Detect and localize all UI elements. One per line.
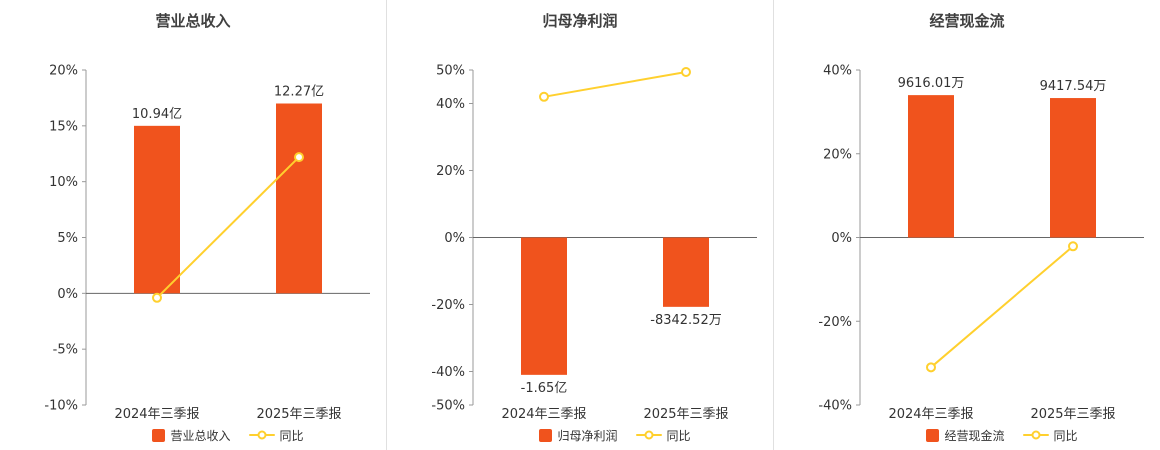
bar [521,237,567,375]
y-tick-label: 15% [49,119,78,134]
y-tick-label: 40% [823,64,852,79]
y-tick-label: -20% [818,315,852,330]
legend-line-label: 同比 [279,428,304,443]
chart-panel-net-profit: 归母净利润 50% 40% 20% 0% -20% -40% -50% -1.65亿 -8342… [387,0,774,450]
bar [663,237,709,307]
y-tick-label: -40% [431,365,465,380]
y-tick-label: 20% [436,164,465,179]
bar-value-label: 9417.54万 [1040,79,1107,94]
x-category-label: 2025年三季报 [256,407,341,420]
x-category-label: 2024年三季报 [888,407,973,420]
chart-panel-revenue: 营业总收入 20% 15% 10% 5% 0% -5% -10% 10.94亿 12.27亿 20… [0,0,387,450]
chart-panel-cash-flow: 经营现金流 40% 20% 0% -20% -40% 9616.01万 9417.54万 20… [774,0,1160,450]
legend-line-label: 同比 [666,428,691,443]
legend-item-line-series[interactable]: 同比 [635,427,691,444]
line-marker [539,91,549,102]
line-series [543,71,687,98]
chart-plot-net-profit: 50% 40% 20% 0% -20% -40% -50% -1.65亿 -8342.52万 20… [431,64,757,420]
x-category-label: 2024年三季报 [114,407,199,420]
y-tick-label: -40% [818,399,852,414]
bar-value-label: -1.65亿 [521,381,568,396]
legend-bar-label: 经营现金流 [944,428,1005,443]
legend-bar-label: 归母净利润 [557,428,618,443]
line-series-marker-icon [635,430,662,441]
legend-item-bar-series[interactable]: 经营现金流 [926,427,1005,444]
bar-series-swatch [926,428,940,442]
chart-legend-net-profit: 归母净利润 同比 [387,420,773,450]
bar [908,95,954,238]
line-marker [681,67,691,78]
chart-title-cash-flow: 经营现金流 [929,11,1005,30]
chart-title-revenue: 营业总收入 [155,11,231,30]
legend-line-label: 同比 [1053,428,1078,443]
y-tick-label: -20% [431,298,465,313]
chart-legend-cash-flow: 经营现金流 同比 [774,420,1160,450]
line-series-marker-icon [248,430,275,441]
y-tick-label: 20% [49,64,78,79]
legend-item-bar-series[interactable]: 营业总收入 [152,427,231,444]
legend-item-bar-series[interactable]: 归母净利润 [539,427,618,444]
bar-value-label: 9616.01万 [898,76,965,91]
bar-series-swatch [539,428,553,442]
bar [134,125,180,294]
x-category-label: 2024年三季报 [501,407,586,420]
line-series-marker-icon [1022,430,1049,441]
y-tick-label: -5% [53,343,78,358]
x-category-label: 2025年三季报 [643,407,728,420]
chart-title-net-profit: 归母净利润 [542,11,618,30]
bar-series-swatch [152,428,166,442]
y-tick-label: 0% [444,231,465,246]
legend-item-line-series[interactable]: 同比 [248,427,304,444]
chart-plot-revenue: 20% 15% 10% 5% 0% -5% -10% 10.94亿 12.27亿 2024年三季报… [44,64,370,420]
y-tick-label: 40% [436,97,465,112]
y-tick-label: -10% [44,399,78,414]
bar-value-label: 10.94亿 [132,107,182,122]
y-tick-label: 5% [57,231,78,246]
line-marker [926,362,936,373]
bar-value-label: 12.27亿 [274,85,324,100]
legend-item-line-series[interactable]: 同比 [1022,427,1078,444]
x-category-label: 2025年三季报 [1030,407,1115,420]
y-tick-label: 10% [49,175,78,190]
chart-legend-revenue: 营业总收入 同比 [0,420,386,450]
y-tick-label: 20% [823,147,852,162]
y-tick-label: 50% [436,64,465,79]
bar [1050,98,1096,238]
line-series [930,245,1074,369]
line-marker [152,292,162,303]
line-marker [294,152,304,163]
y-tick-label: -50% [431,399,465,414]
y-tick-label: 0% [831,231,852,246]
line-series [156,156,300,299]
legend-bar-label: 营业总收入 [170,428,231,443]
line-marker [1068,241,1078,252]
y-tick-label: 0% [57,287,78,302]
bar [276,103,322,294]
bar-value-label: -8342.52万 [650,313,721,328]
chart-plot-cash-flow: 40% 20% 0% -20% -40% 9616.01万 9417.54万 2024年三季报… [818,64,1144,420]
